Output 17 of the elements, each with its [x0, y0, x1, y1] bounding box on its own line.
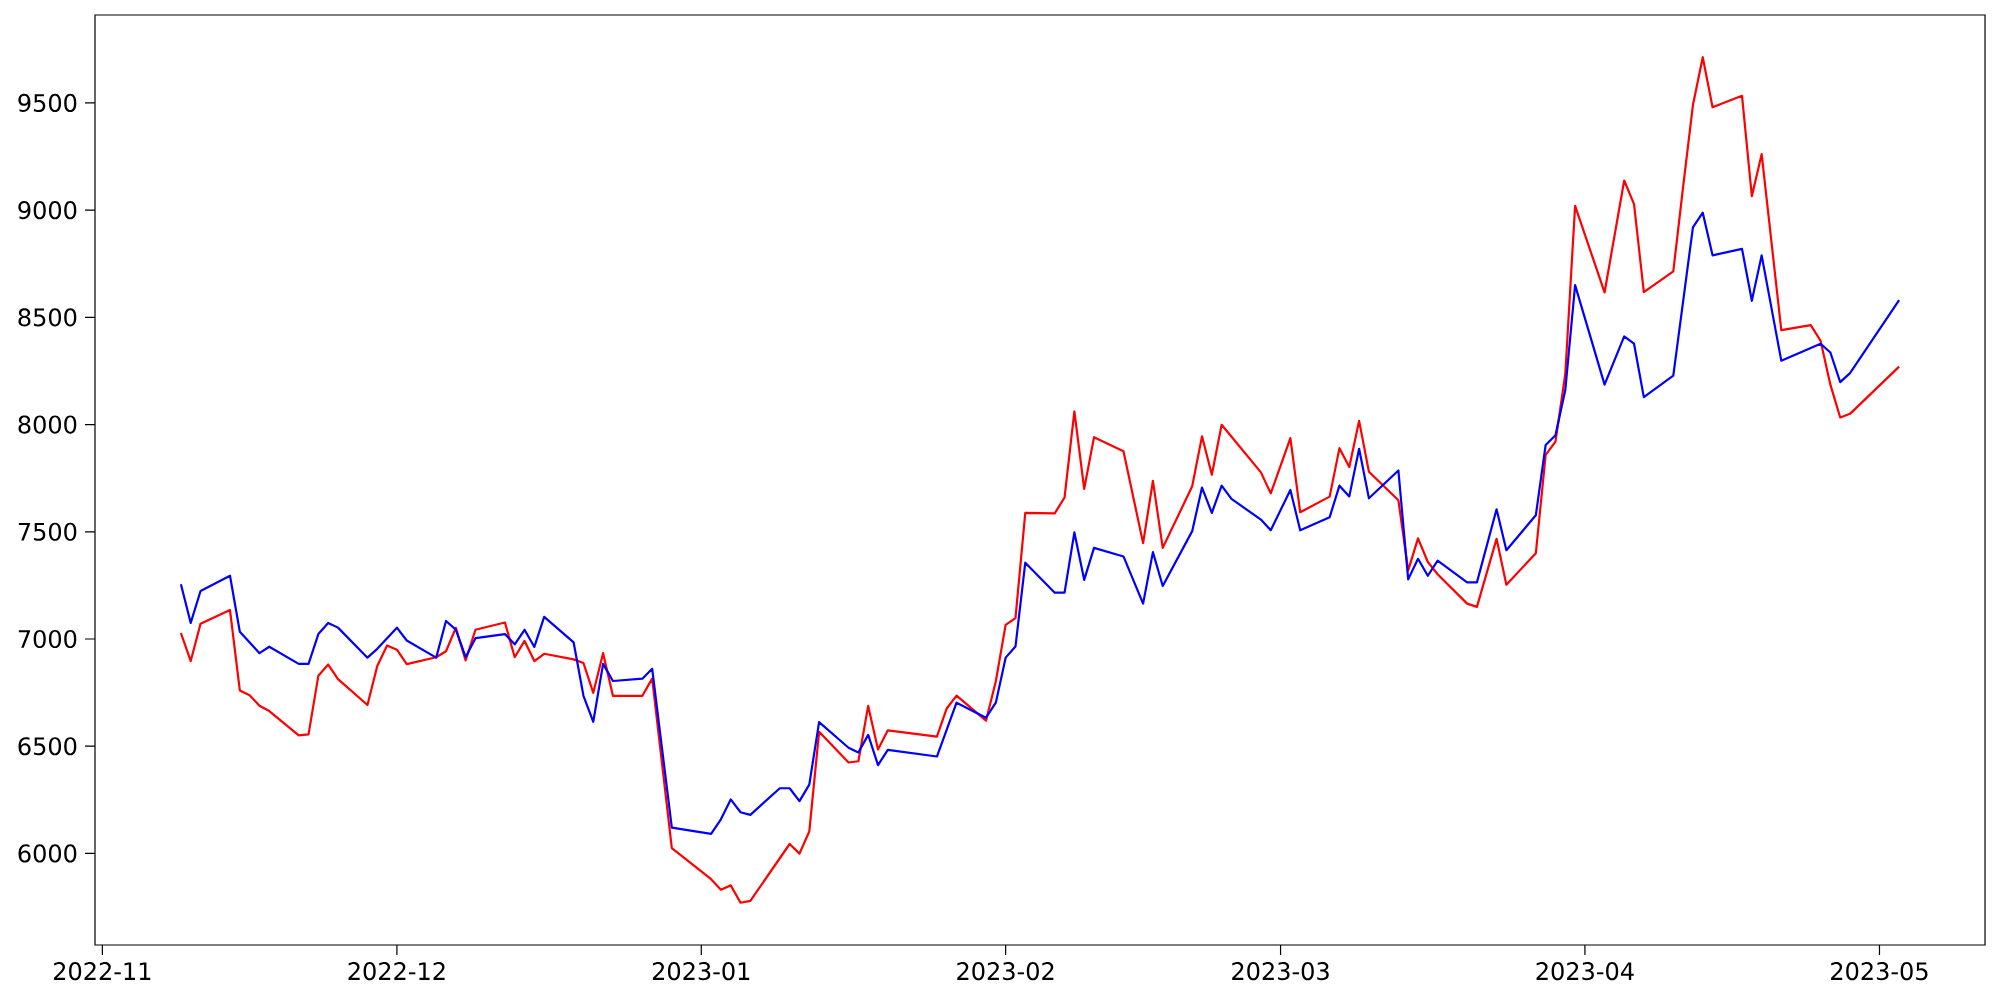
x-tick-label: 2023-03	[1232, 962, 1329, 981]
x-tick-label: 2022-11	[53, 962, 151, 981]
y-tick-label: 8500	[18, 308, 77, 327]
line-series	[179, 56, 1901, 904]
line-series	[179, 211, 1901, 836]
y-tick-label: 8000	[18, 415, 77, 434]
y-tick-label: 6500	[18, 737, 77, 756]
x-tick-label: 2023-04	[1536, 962, 1634, 981]
y-tick-label: 9500	[18, 93, 77, 112]
x-tick-label: 2023-05	[1831, 962, 1928, 981]
x-tick-label: 2023-01	[652, 962, 750, 981]
y-tick-label: 9000	[18, 201, 77, 220]
y-tick-label: 6000	[18, 844, 77, 863]
y-tick-label: 7500	[18, 522, 77, 541]
x-tick-label: 2023-02	[957, 962, 1054, 981]
y-tick-label: 7000	[18, 629, 77, 649]
x-tick-label: 2022-12	[348, 962, 445, 981]
